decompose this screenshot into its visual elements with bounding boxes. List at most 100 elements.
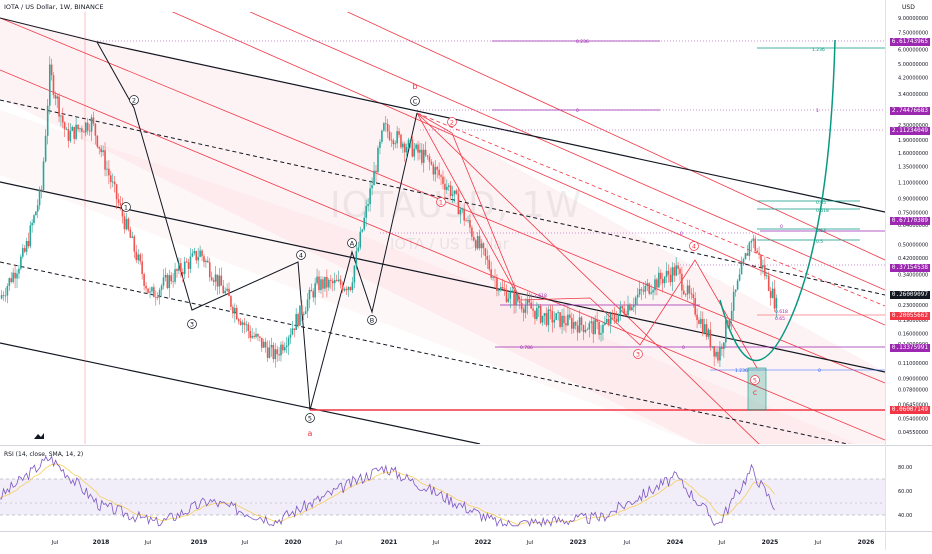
price-axis[interactable]: 9.00000000 7.50000000 6.00000000 5.00000000… <box>898 16 928 436</box>
wave-label[interactable]: 4 <box>692 242 696 250</box>
wave-label[interactable]: 5 <box>753 376 757 384</box>
drawings-layer[interactable] <box>0 0 885 456</box>
trendline-black-dashed[interactable] <box>0 261 885 452</box>
candle-body <box>23 248 26 252</box>
candle-body <box>203 256 205 263</box>
candle-body <box>50 64 53 76</box>
candle-body <box>625 313 627 316</box>
wave-label[interactable]: 4 <box>299 251 303 259</box>
candle-body <box>652 290 654 293</box>
candle-body <box>351 282 354 291</box>
candle-body <box>243 322 246 325</box>
candle-body <box>123 216 126 230</box>
wave-label[interactable]: 2 <box>132 96 136 104</box>
rsi-axis: 80.00 60.00 40.00 <box>898 465 912 519</box>
wave-label[interactable]: 1 <box>439 198 443 206</box>
candle-body <box>673 267 676 276</box>
candle-body <box>690 293 693 295</box>
price-badge[interactable]: 0.13375991 <box>889 343 930 352</box>
candle-body <box>137 254 140 261</box>
wave-letter[interactable]: a <box>308 429 313 438</box>
wave-letter[interactable]: b <box>412 82 417 91</box>
wave-label-circle <box>121 202 131 212</box>
candle-body <box>602 324 604 333</box>
candle-body <box>663 276 666 284</box>
candle-body <box>88 130 91 132</box>
price-badge[interactable]: 0.06007149 <box>889 406 930 415</box>
candle-body <box>588 323 591 330</box>
wave-label[interactable]: 1 <box>124 203 128 211</box>
candle-body <box>310 289 313 292</box>
candle-body <box>377 147 379 173</box>
projection-curve[interactable] <box>719 39 836 362</box>
channel-line-red[interactable] <box>416 112 521 301</box>
trendline-black[interactable] <box>0 342 481 444</box>
candle-body <box>154 297 157 298</box>
wave-zigzag-red[interactable] <box>416 112 758 369</box>
candle-body <box>100 148 102 153</box>
candle-body <box>717 351 719 361</box>
price-badge[interactable]: 0.37154538 <box>889 263 930 272</box>
candles-layer[interactable] <box>0 56 778 368</box>
candle-body <box>139 254 141 262</box>
tradingview-logo-icon <box>34 433 44 439</box>
channel-line-red[interactable] <box>0 69 885 441</box>
rsi-line[interactable] <box>0 455 775 528</box>
candle-body <box>299 305 301 326</box>
wave-label[interactable]: 2 <box>450 118 454 126</box>
wave-label[interactable]: C <box>413 97 418 105</box>
candle-body <box>268 347 271 358</box>
rsi-pane[interactable] <box>0 455 885 528</box>
wave-label[interactable]: 3 <box>190 320 194 328</box>
candle-body <box>330 279 332 281</box>
channel-line-red[interactable] <box>300 0 885 261</box>
candle-body <box>405 147 408 153</box>
candle-body <box>648 283 651 294</box>
candle-body <box>541 315 544 323</box>
candle-body <box>73 126 75 139</box>
price-badge[interactable]: 2.74476683 <box>889 106 930 115</box>
candle-body <box>237 319 240 322</box>
price-badge[interactable]: 0.26009097 <box>889 291 930 300</box>
price-badge[interactable]: 2.11234049 <box>889 127 930 136</box>
candle-body <box>415 144 417 149</box>
channel-line-red[interactable] <box>416 112 760 445</box>
wave-labels-layer[interactable]: 21345ABC12345abc0.23601.23610.650.6180.5… <box>121 39 830 438</box>
wave-zigzag-black[interactable] <box>96 41 418 411</box>
candle-body <box>38 189 41 206</box>
trendline-black[interactable] <box>0 181 885 373</box>
candle-body <box>160 285 163 290</box>
candle-body <box>463 208 465 221</box>
price-badge[interactable]: 0.20055662 <box>889 311 930 320</box>
candle-body <box>684 294 687 295</box>
price-axis-tick: 1.35000000 <box>898 165 928 171</box>
price-axis-tick: 0.06450000 <box>898 403 928 409</box>
price-badge[interactable]: 6.61743965 <box>889 38 930 47</box>
candle-body <box>228 288 230 297</box>
candle-body <box>195 251 198 261</box>
price-badge[interactable]: 0.67170389 <box>889 217 930 226</box>
wave-label[interactable]: 3 <box>636 350 640 358</box>
wave-letter[interactable]: c <box>753 388 757 397</box>
candle-body <box>48 64 51 106</box>
candle-body <box>530 302 532 309</box>
candle-body <box>565 323 567 326</box>
trendline-black[interactable] <box>96 41 885 213</box>
wave-label[interactable]: 5 <box>308 414 312 422</box>
candle-body <box>750 240 753 243</box>
channel-line-red[interactable] <box>100 0 885 326</box>
candle-body <box>434 166 437 175</box>
candle-body <box>654 279 656 291</box>
candle-body <box>27 241 30 247</box>
time-axis[interactable]: Jul 2018 Jul 2019 Jul 2020 Jul 2021 Jul 2022 Jul 20… <box>51 539 875 546</box>
price-axis-tick: 0.64000000 <box>898 223 928 229</box>
wave-label[interactable]: B <box>370 316 374 324</box>
trendline-black[interactable] <box>0 17 98 43</box>
wave-label[interactable]: A <box>350 239 355 247</box>
candle-body <box>528 299 531 303</box>
candle-body <box>469 220 471 228</box>
candle-body <box>166 274 169 289</box>
candle-body <box>444 183 446 190</box>
candle-body <box>287 337 290 346</box>
